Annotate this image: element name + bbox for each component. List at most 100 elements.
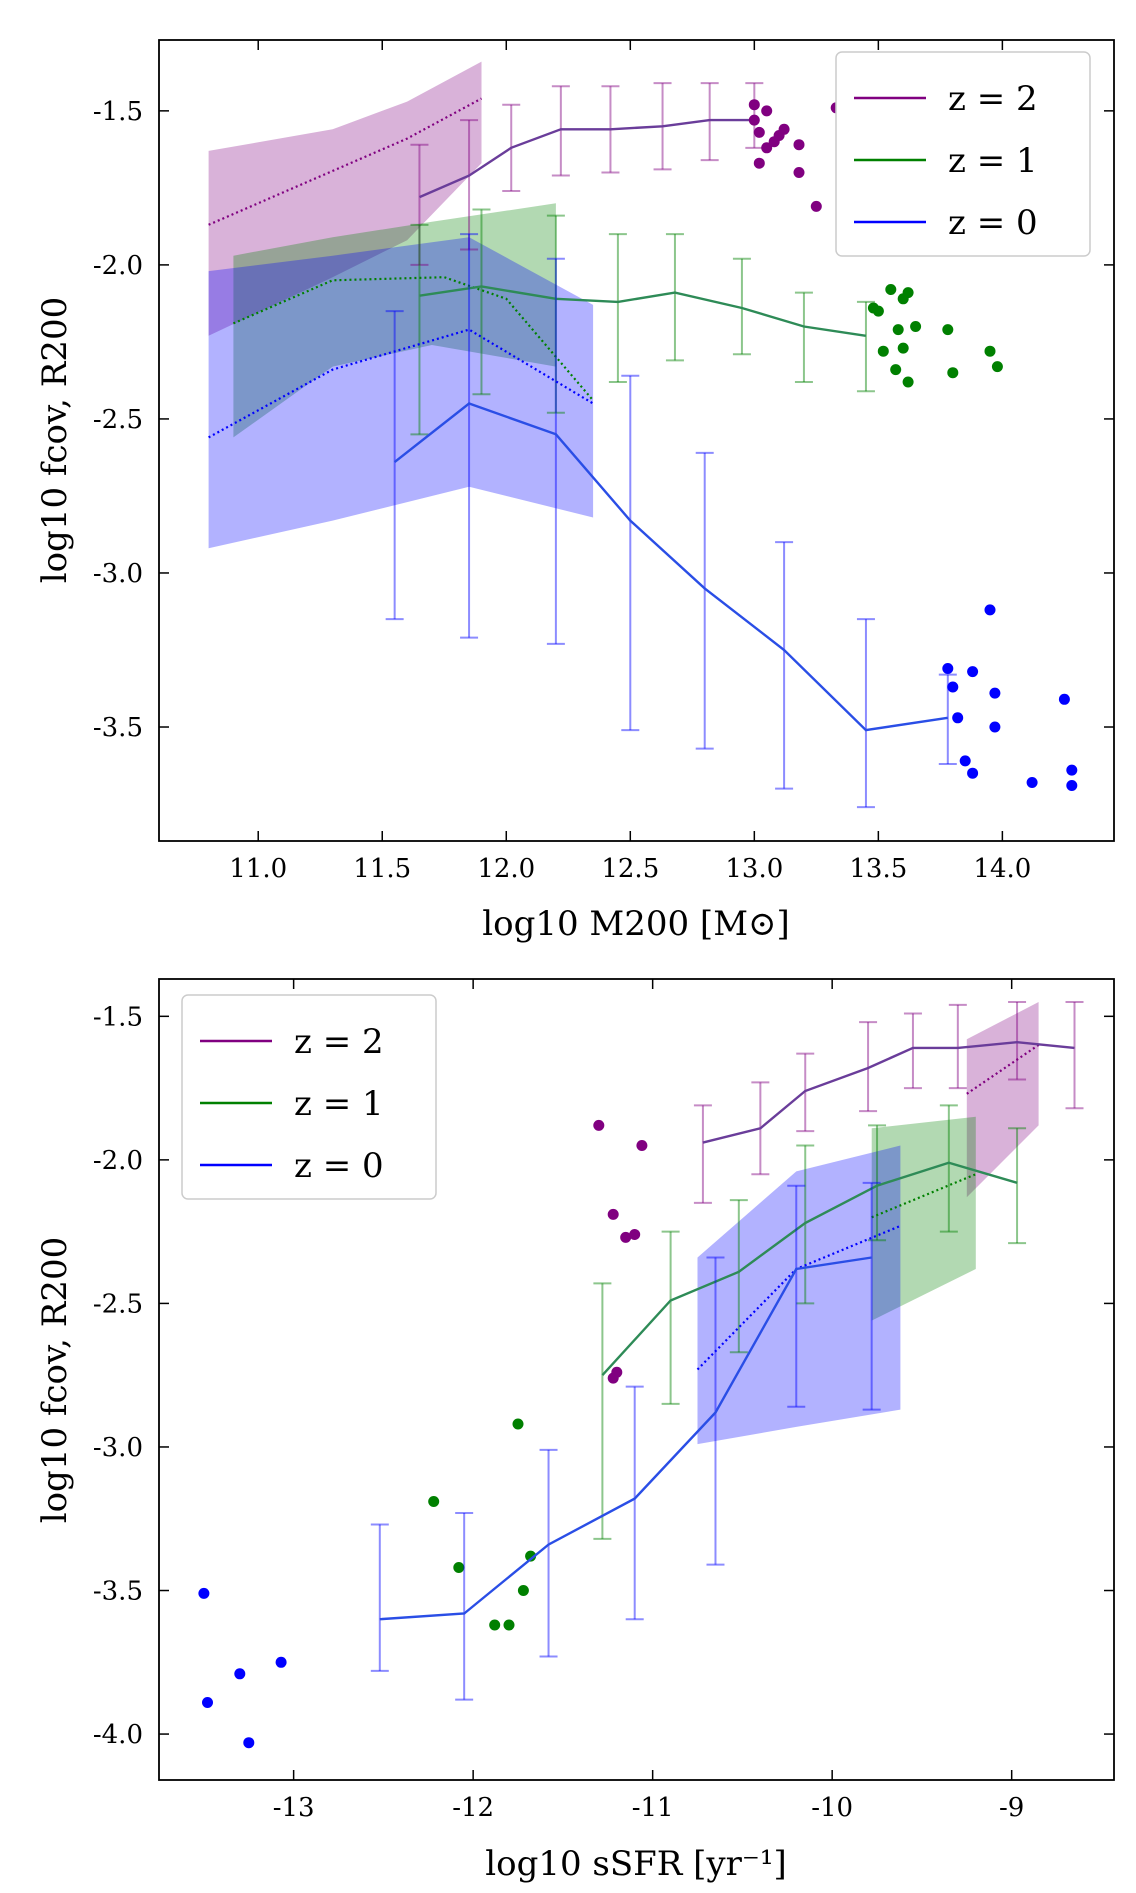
dotted-series-line bbox=[232, 276, 594, 402]
error-bar bbox=[862, 1181, 881, 1411]
data-point bbox=[753, 157, 765, 169]
legend-label: z = 1 bbox=[294, 1084, 384, 1124]
y-tick-label: -2.0 bbox=[93, 251, 143, 281]
legend-label: z = 2 bbox=[294, 1022, 384, 1062]
data-point bbox=[243, 1737, 255, 1749]
x-tick-label: 14.0 bbox=[973, 854, 1031, 884]
data-point bbox=[525, 1550, 537, 1562]
data-point bbox=[629, 1229, 641, 1240]
x-tick-label: 12.5 bbox=[601, 854, 659, 884]
error-bar bbox=[700, 82, 719, 162]
x-tick-label: 11.0 bbox=[229, 854, 287, 884]
error-bar bbox=[621, 374, 640, 732]
error-bar bbox=[732, 257, 751, 356]
data-point bbox=[902, 287, 914, 299]
data-point bbox=[489, 1619, 501, 1631]
error-bar bbox=[455, 1512, 474, 1701]
data-point bbox=[607, 1208, 619, 1220]
error-bar bbox=[775, 541, 794, 790]
x-tick-label: -10 bbox=[811, 1793, 853, 1823]
data-point bbox=[877, 345, 889, 357]
error-bar bbox=[856, 618, 875, 809]
error-bar bbox=[410, 143, 429, 266]
x-tick-label: -11 bbox=[632, 1793, 674, 1823]
data-point bbox=[453, 1562, 465, 1573]
data-point bbox=[793, 167, 805, 178]
data-point bbox=[198, 1587, 210, 1599]
data-point bbox=[593, 1119, 605, 1131]
y-tick-label: -3.5 bbox=[93, 713, 143, 743]
data-point bbox=[967, 767, 979, 779]
x-tick-label: 11.5 bbox=[353, 854, 411, 884]
error-bar bbox=[546, 257, 565, 645]
data-point bbox=[1066, 780, 1078, 791]
confidence-band bbox=[208, 61, 482, 336]
data-point bbox=[959, 755, 971, 767]
error-bar bbox=[695, 451, 714, 750]
error-bar bbox=[665, 233, 684, 362]
series-line bbox=[702, 1040, 1075, 1144]
x-tick-label: 13.0 bbox=[725, 854, 783, 884]
error-bar bbox=[539, 1448, 558, 1658]
data-point bbox=[872, 305, 884, 317]
dotted-series-line bbox=[208, 328, 594, 439]
error-bar bbox=[460, 119, 479, 251]
y-tick-label: -3.5 bbox=[93, 1577, 143, 1607]
data-point bbox=[897, 342, 909, 354]
data-point bbox=[234, 1668, 246, 1680]
error-bar bbox=[410, 223, 429, 436]
error-bar bbox=[546, 214, 565, 414]
data-point bbox=[947, 367, 959, 379]
data-point bbox=[902, 376, 914, 388]
legend-label: z = 0 bbox=[294, 1146, 384, 1186]
x-tick-label: 12.0 bbox=[477, 854, 535, 884]
x-axis-label: log10 M200 [M⊙] bbox=[482, 904, 790, 944]
ssfr-panel: -13 -12 -11 -10 -9 -1.5 -2.0 -2.5 -3.0 -3.5 -4.0 l… bbox=[35, 978, 1115, 1884]
plot-frame bbox=[158, 978, 1115, 1781]
error-bar bbox=[796, 1144, 815, 1305]
x-tick-label: -12 bbox=[452, 1793, 494, 1823]
y-tick-label: -1.5 bbox=[93, 1002, 143, 1032]
data-point bbox=[748, 99, 760, 111]
data-point bbox=[890, 364, 902, 376]
y-tick-label: -1.5 bbox=[93, 97, 143, 127]
error-bar bbox=[794, 291, 813, 383]
data-point bbox=[748, 114, 760, 126]
x-tick-label: -13 bbox=[273, 1793, 315, 1823]
error-bar bbox=[948, 1003, 967, 1090]
data-point bbox=[761, 142, 773, 154]
data-point bbox=[636, 1140, 648, 1151]
confidence-band bbox=[208, 237, 594, 549]
legend-box bbox=[835, 51, 1091, 257]
data-point bbox=[989, 687, 1001, 699]
data-point bbox=[761, 105, 773, 117]
error-bar bbox=[787, 1184, 806, 1408]
data-point bbox=[503, 1619, 515, 1631]
data-point bbox=[989, 721, 1001, 733]
error-bar bbox=[385, 310, 404, 621]
confidence-band bbox=[966, 1002, 1039, 1198]
error-bar bbox=[859, 1021, 878, 1113]
error-bar bbox=[938, 673, 957, 765]
error-bar bbox=[1008, 1000, 1027, 1081]
data-point bbox=[1058, 693, 1070, 705]
y-tick-label: -4.0 bbox=[93, 1720, 143, 1750]
error-bar bbox=[370, 1523, 389, 1672]
y-tick-label: -2.5 bbox=[93, 405, 143, 435]
data-point bbox=[952, 712, 964, 724]
x-tick-label: -9 bbox=[999, 1793, 1024, 1823]
x-axis-label: log10 sSFR [yr⁻¹] bbox=[485, 1844, 786, 1884]
error-bar bbox=[608, 233, 627, 383]
error-bar bbox=[903, 1012, 922, 1090]
data-point bbox=[984, 604, 996, 616]
y-tick-label: -2.0 bbox=[93, 1146, 143, 1176]
data-point bbox=[910, 321, 922, 332]
data-point bbox=[778, 123, 790, 135]
y-axis-label: log10 fcov, R200 bbox=[35, 297, 75, 584]
data-point bbox=[753, 126, 765, 138]
series-line bbox=[601, 1161, 1018, 1377]
data-point bbox=[967, 666, 979, 678]
data-point bbox=[892, 324, 904, 336]
error-bar bbox=[1008, 1127, 1027, 1245]
